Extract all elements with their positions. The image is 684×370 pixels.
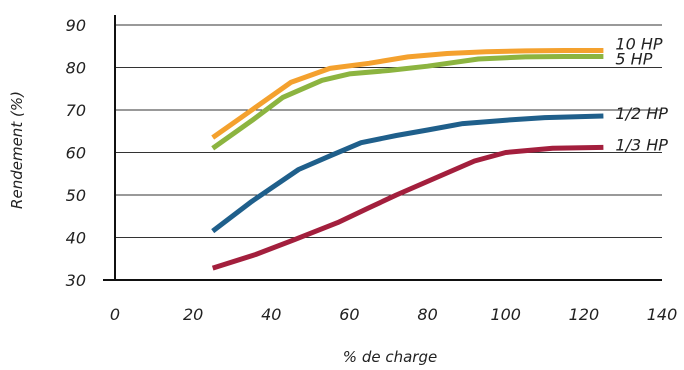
axes — [103, 15, 662, 281]
x-tick-label-40: 40 — [261, 305, 281, 324]
series-lines — [211, 48, 604, 271]
series-line-1-3-hp — [211, 144, 604, 271]
x-tick-labels: 0 20 40 60 80 100 120 140 — [110, 305, 677, 324]
series-labels: 10 HP5 HP 1/2 HP 1/3 HP — [615, 35, 668, 155]
x-tick-label-0: 0 — [110, 305, 120, 324]
y-tick-label-30: 30 — [66, 271, 86, 290]
x-tick-label-140: 140 — [647, 305, 678, 324]
y-axis-title: Rendement (%) — [8, 91, 26, 209]
x-tick-label-20: 20 — [183, 305, 203, 324]
series-label-1-2-hp: 1/2 HP — [615, 104, 668, 123]
series-label-10-hp: 10 HP — [615, 35, 662, 54]
x-tick-label-80: 80 — [417, 305, 437, 324]
x-tick-label-60: 60 — [339, 305, 359, 324]
y-tick-label-50: 50 — [66, 186, 86, 205]
series-label-1-3-hp: 1/3 HP — [615, 135, 668, 154]
series-line-10-hp — [211, 48, 604, 140]
y-tick-label-80: 80 — [66, 59, 86, 78]
y-tick-labels: 30 40 50 60 70 80 90 — [66, 16, 86, 290]
series-line-1-2-hp — [211, 113, 604, 234]
x-tick-label-120: 120 — [569, 305, 600, 324]
series-label-5-hp: 5 HP — [615, 49, 652, 68]
gridlines — [115, 24, 662, 238]
series-line-5-hp — [211, 54, 604, 151]
y-tick-label-70: 70 — [66, 101, 86, 120]
y-tick-label-90: 90 — [66, 16, 86, 35]
x-tick-label-100: 100 — [490, 305, 521, 324]
y-tick-label-40: 40 — [66, 229, 86, 248]
x-axis-title: % de charge — [343, 348, 437, 366]
y-tick-label-60: 60 — [66, 144, 86, 163]
